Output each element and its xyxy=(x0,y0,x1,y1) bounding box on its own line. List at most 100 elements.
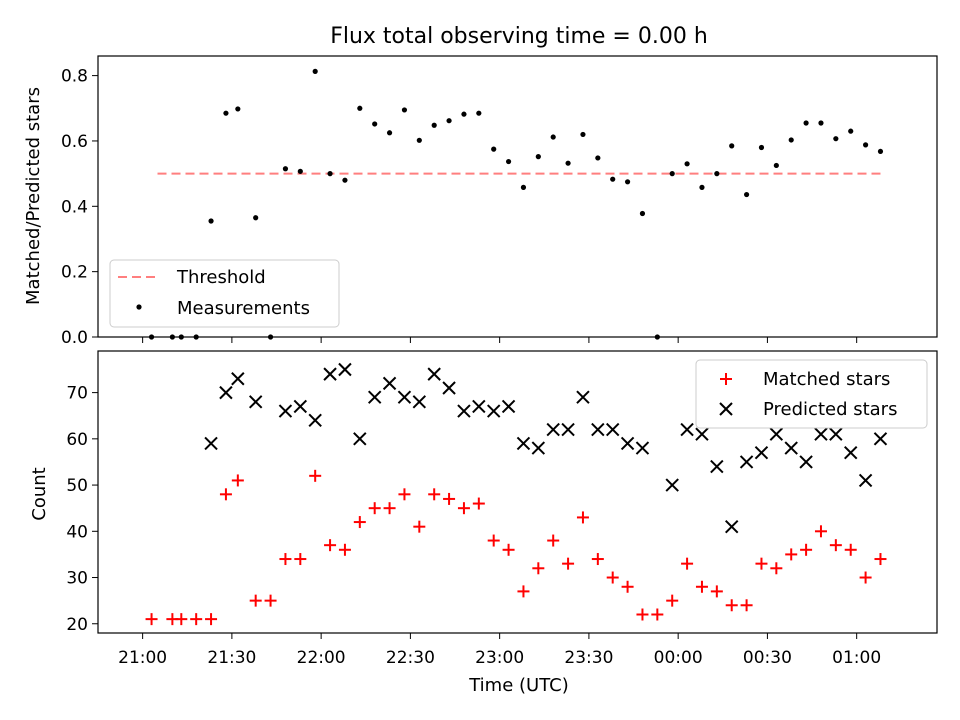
matched-point xyxy=(353,516,366,529)
matched-point xyxy=(740,599,753,612)
measurement-point xyxy=(208,218,214,224)
measurement-point xyxy=(714,171,720,177)
predicted-point-b xyxy=(873,432,888,446)
predicted-point xyxy=(844,445,858,460)
predicted-point-b xyxy=(353,432,367,446)
matched-point xyxy=(755,557,768,570)
measurement-point xyxy=(416,137,422,143)
measurement-point xyxy=(178,334,184,340)
top-ylabel: Matched/Predicted stars xyxy=(23,87,44,305)
predicted-point-b xyxy=(501,399,516,414)
matched-point xyxy=(145,613,158,626)
matched-point xyxy=(562,557,575,570)
predicted-point-b xyxy=(858,473,873,488)
matched-point xyxy=(205,613,218,626)
predicted-point xyxy=(231,372,245,386)
bottom-xtick-label: 23:30 xyxy=(564,648,613,668)
matched-point xyxy=(547,534,560,547)
predicted-point-b xyxy=(338,362,352,377)
bottom-ylabel: Count xyxy=(29,467,50,520)
bottom-xtick-label: 00:30 xyxy=(743,648,792,668)
predicted-point xyxy=(769,427,784,441)
measurement-point xyxy=(282,166,289,172)
matched-point xyxy=(591,553,604,566)
bottom-xlabel: Time (UTC) xyxy=(468,675,569,696)
matched-point xyxy=(368,502,381,515)
predicted-point xyxy=(829,427,843,441)
bottom-legend-frame xyxy=(695,359,928,429)
legend-predicted-swatch xyxy=(719,402,733,416)
bottom-ytick-label: 50 xyxy=(66,476,88,496)
predicted-point xyxy=(457,404,471,418)
predicted-point xyxy=(427,367,441,381)
matched-point xyxy=(621,580,634,593)
measurement-point xyxy=(372,121,378,127)
predicted-point-b xyxy=(769,427,784,441)
matched-point xyxy=(770,562,783,575)
predicted-point xyxy=(501,399,516,414)
measurement-point xyxy=(535,154,541,160)
measurement-point xyxy=(169,334,175,340)
measurement-point xyxy=(758,144,765,151)
matched-point xyxy=(264,594,277,607)
legend-predicted-marker-b xyxy=(719,402,733,416)
legend-measurements-swatch xyxy=(136,304,142,310)
predicted-point xyxy=(308,413,322,428)
matched-point xyxy=(457,502,470,515)
matched-point xyxy=(231,474,244,487)
measurement-point xyxy=(624,179,631,185)
measurement-point xyxy=(235,106,241,112)
bottom-ytick-label: 20 xyxy=(66,615,88,635)
matched-point xyxy=(874,553,887,566)
measurement-point xyxy=(223,110,229,116)
measurement-point xyxy=(148,334,155,340)
predicted-point-b xyxy=(680,422,694,437)
matched-point xyxy=(532,562,545,575)
predicted-point xyxy=(367,390,382,404)
predicted-point xyxy=(204,436,218,451)
predicted-point-b xyxy=(457,404,471,418)
predicted-point xyxy=(397,390,412,404)
legend-threshold-label: Threshold xyxy=(176,267,266,288)
predicted-point xyxy=(472,399,486,414)
predicted-point-b xyxy=(739,455,754,469)
chart-title: Flux total observing time = 0.00 h xyxy=(330,24,708,49)
measurement-point xyxy=(580,131,586,138)
matched-point xyxy=(636,608,649,621)
top-ytick-label: 0.2 xyxy=(61,263,88,283)
predicted-point xyxy=(546,422,560,437)
predicted-point xyxy=(710,459,724,474)
matched-point xyxy=(279,553,292,566)
measurement-point xyxy=(654,334,660,340)
predicted-point-b xyxy=(531,441,546,455)
predicted-point-b xyxy=(829,427,843,441)
matched-point xyxy=(844,543,857,556)
measurement-point xyxy=(505,158,512,165)
predicted-point-b xyxy=(308,413,322,428)
legend-predicted-marker xyxy=(719,402,733,416)
bottom-ytick-label: 60 xyxy=(66,430,88,450)
measurement-point xyxy=(312,68,318,74)
predicted-point xyxy=(382,376,397,391)
predicted-point-b xyxy=(546,422,560,437)
matched-point xyxy=(383,502,396,515)
measurement-point xyxy=(877,148,884,155)
predicted-point xyxy=(323,367,337,381)
predicted-point xyxy=(486,404,501,418)
predicted-point xyxy=(695,427,709,441)
predicted-point xyxy=(665,478,679,492)
matched-point xyxy=(666,594,679,607)
predicted-point-b xyxy=(323,367,337,381)
predicted-point-b xyxy=(204,436,218,451)
measurement-point xyxy=(446,118,452,124)
top-panel: 0.0 0.2 0.4 0.6 0.8 xyxy=(61,55,938,348)
measurement-point xyxy=(327,171,333,177)
matched-point xyxy=(175,613,188,626)
measurement-point xyxy=(729,143,735,149)
predicted-point xyxy=(516,436,531,451)
predicted-point-b xyxy=(635,441,650,455)
bottom-ytick-label: 70 xyxy=(66,384,88,404)
measurement-point xyxy=(565,160,571,166)
predicted-point-b xyxy=(427,367,441,381)
